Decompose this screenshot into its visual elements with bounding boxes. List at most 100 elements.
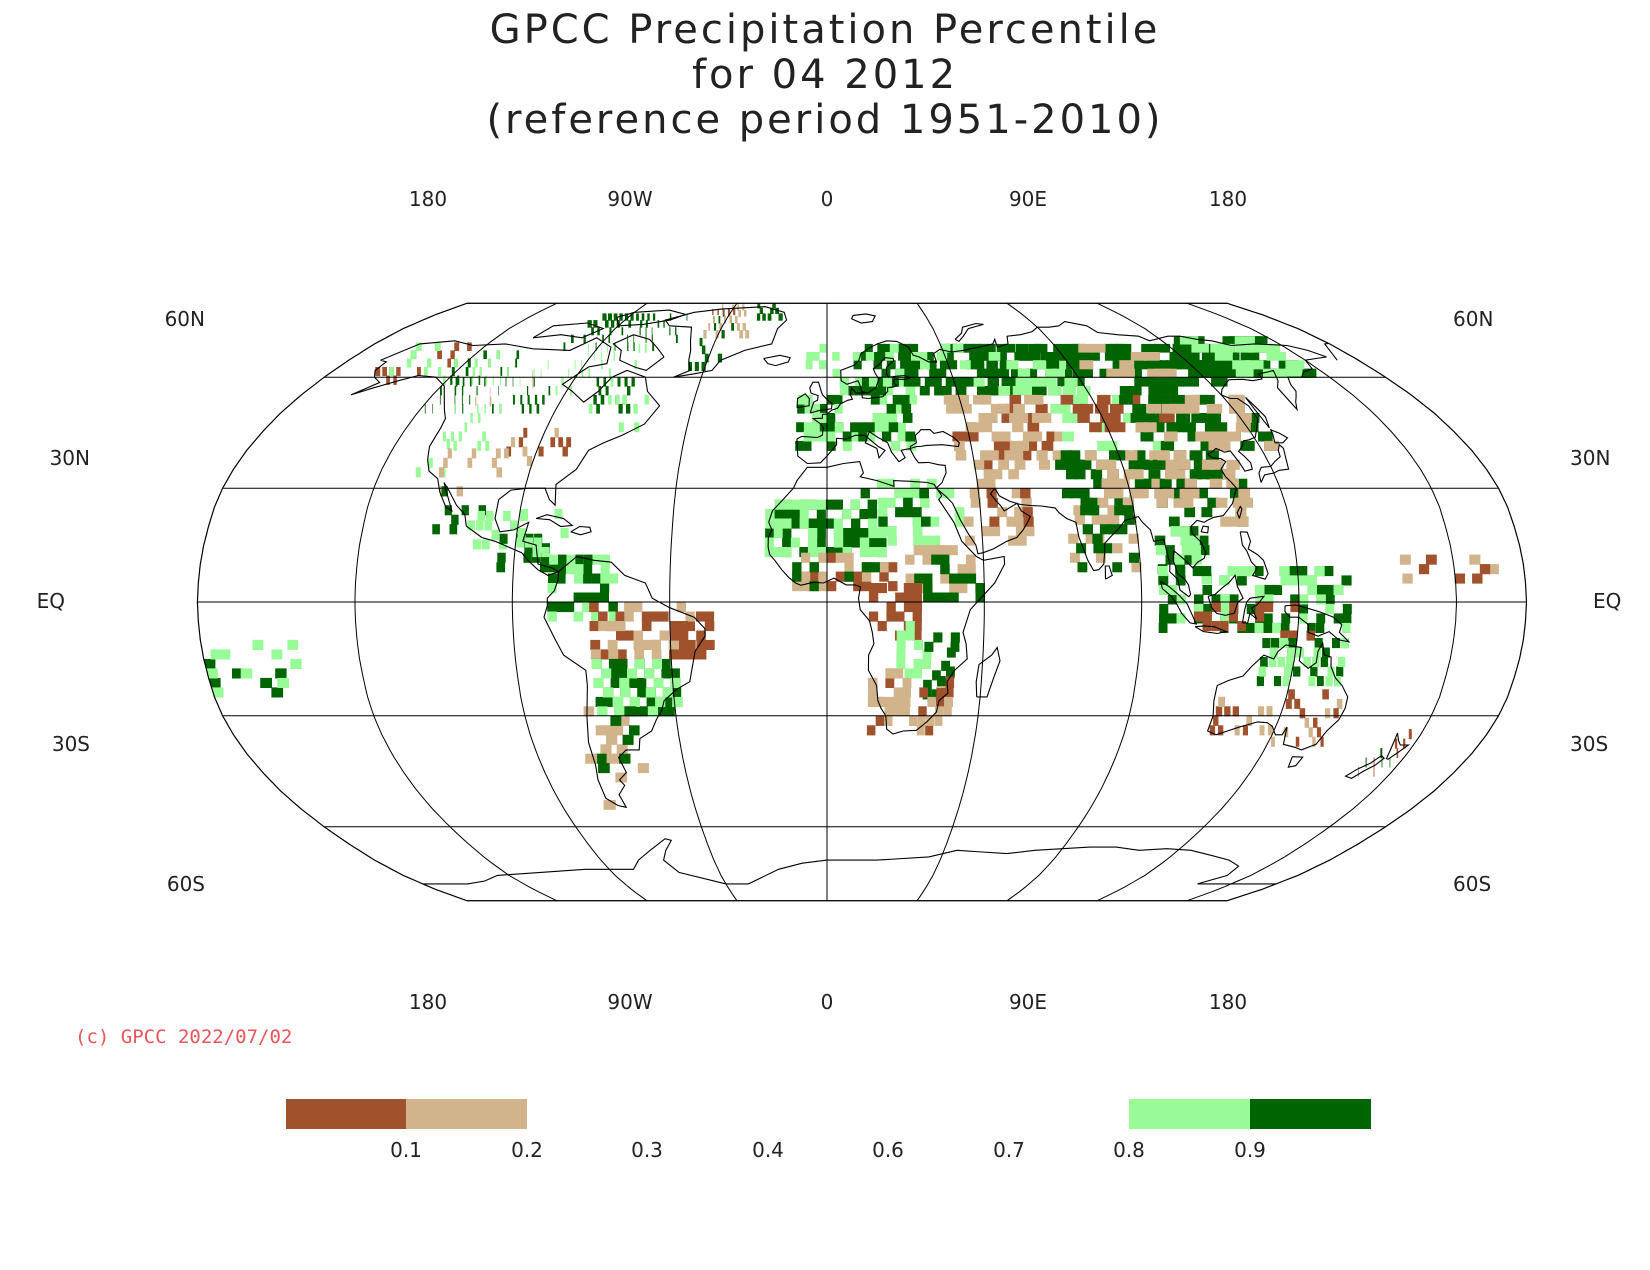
percentile-grid-cell [663, 320, 665, 328]
percentile-grid-cell [801, 552, 811, 563]
percentile-grid-cell [450, 375, 453, 385]
percentile-grid-cell [795, 440, 804, 451]
percentile-grid-cell [877, 386, 886, 396]
coastline-segment [616, 309, 688, 327]
percentile-grid-cell [816, 547, 826, 558]
percentile-grid-cell [834, 394, 843, 405]
percentile-grid-cell [969, 488, 980, 499]
percentile-grid-cell [1101, 478, 1113, 489]
percentile-grid-cell [907, 394, 917, 405]
percentile-grid-cell [555, 386, 558, 396]
percentile-grid-cell [1255, 611, 1265, 622]
percentile-grid-cell [954, 507, 965, 518]
percentile-grid-cell [603, 753, 615, 764]
percentile-grid-cell [1274, 676, 1282, 687]
percentile-grid-cell [1001, 377, 1014, 387]
percentile-grid-cell [870, 562, 880, 573]
percentile-grid-cell [1054, 431, 1067, 442]
percentile-grid-cell [1325, 603, 1335, 614]
percentile-grid-cell [1085, 533, 1096, 544]
percentile-grid-cell [908, 343, 919, 353]
percentile-grid-cell [920, 360, 930, 370]
percentile-grid-cell [905, 621, 915, 632]
percentile-grid-cell [959, 343, 970, 353]
percentile-grid-cell [905, 386, 916, 396]
percentile-grid-cell [1145, 413, 1160, 423]
percentile-grid-cell [984, 343, 996, 353]
percentile-grid-cell [827, 431, 836, 442]
legend-tick-0.4: 0.4 [752, 1138, 784, 1162]
percentile-grid-cell [1191, 343, 1209, 353]
coastline-segment [796, 393, 810, 409]
percentile-grid-cell [808, 528, 818, 539]
percentile-grid-cell [410, 350, 417, 360]
percentile-grid-cell [919, 687, 928, 698]
percentile-grid-cell [1189, 469, 1202, 480]
percentile-grid-cell [393, 375, 397, 385]
percentile-grid-cell [902, 488, 913, 499]
percentile-grid-cell [857, 422, 867, 433]
percentile-grid-cell [1040, 352, 1054, 361]
percentile-grid-cell [1104, 459, 1117, 470]
percentile-grid-cell [905, 431, 916, 442]
percentile-grid-cell [633, 334, 635, 343]
percentile-grid-cell [437, 367, 442, 377]
percentile-grid-cell [600, 573, 610, 584]
percentile-grid-cell [596, 403, 600, 414]
percentile-grid-cell [1194, 594, 1204, 605]
coastline-segment [612, 334, 665, 372]
coastline-segment [664, 306, 788, 378]
percentile-grid-cell [1324, 584, 1335, 595]
percentile-grid-cell [1131, 562, 1142, 573]
percentile-grid-cell [1246, 622, 1255, 633]
percentile-grid-cell [714, 323, 717, 331]
percentile-grid-cell [1032, 360, 1046, 370]
percentile-grid-cell [556, 573, 566, 584]
percentile-grid-cell [1016, 413, 1029, 423]
percentile-grid-cell [657, 320, 660, 328]
percentile-grid-cell [1095, 552, 1106, 563]
percentile-grid-cell [554, 427, 559, 438]
percentile-grid-cell [929, 368, 940, 378]
percentile-grid-cell [903, 377, 914, 387]
percentile-grid-cell [610, 320, 615, 328]
percentile-grid-cell [1227, 566, 1238, 577]
percentile-grid-cell [1310, 666, 1318, 677]
percentile-grid-cell [1235, 368, 1254, 378]
percentile-grid-cell [1172, 343, 1190, 353]
percentile-grid-cell [917, 352, 928, 361]
percentile-grid-cell [986, 360, 998, 370]
percentile-grid-cell [1211, 602, 1221, 613]
percentile-grid-cell [1279, 638, 1288, 649]
percentile-grid-cell [533, 537, 542, 548]
percentile-grid-cell [971, 343, 983, 353]
percentile-grid-cell [624, 611, 634, 622]
percentile-grid-cell [1258, 666, 1266, 677]
percentile-grid-cell [515, 358, 518, 368]
percentile-grid-cell [957, 573, 968, 584]
percentile-grid-cell [782, 518, 792, 529]
percentile-grid-cell [973, 394, 984, 405]
percentile-grid-cell [816, 537, 826, 548]
percentile-grid-cell [936, 368, 947, 378]
percentile-grid-cell [1165, 469, 1177, 480]
percentile-grid-cell [533, 377, 535, 387]
percentile-grid-cell [1172, 360, 1189, 370]
legend-tick-0.2: 0.2 [511, 1138, 543, 1162]
percentile-grid-cell [827, 552, 837, 563]
percentile-grid-cell [774, 518, 783, 529]
percentile-grid-cell [960, 431, 971, 442]
percentile-grid-cell [1218, 696, 1225, 707]
percentile-grid-cell [717, 308, 719, 316]
percentile-grid-cell [1015, 516, 1026, 527]
percentile-grid-cell [1034, 343, 1048, 353]
percentile-grid-cell [898, 352, 908, 361]
percentile-grid-cell [1228, 611, 1238, 622]
coastline-segment [1104, 565, 1113, 580]
lon-label-top-180w: 180 [409, 187, 447, 211]
lon-label-bottom-90e: 90E [1009, 990, 1047, 1014]
percentile-grid-cell [1077, 386, 1091, 396]
percentile-grid-cell [1062, 431, 1074, 442]
percentile-grid-cell [1308, 676, 1316, 687]
percentile-grid-cell [1106, 368, 1121, 378]
